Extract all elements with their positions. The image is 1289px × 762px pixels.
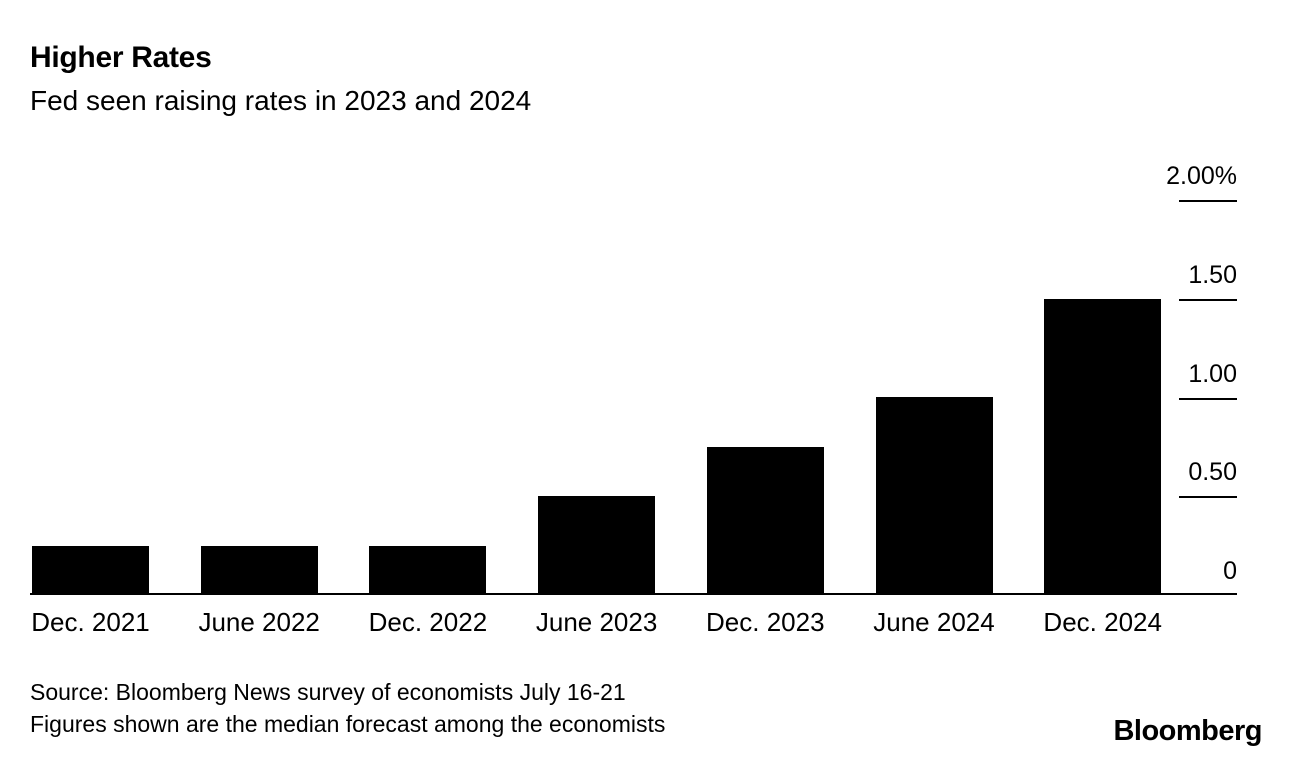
y-axis-tick-1-00 [1179,398,1237,400]
y-axis-label-2-00: 2.00% [1166,162,1237,190]
bar-dec-2021 [32,546,149,595]
y-axis-label-1-00: 1.00 [1188,360,1237,388]
bar-dec-2022 [369,546,487,595]
bloomberg-logo: Bloomberg [1113,715,1262,747]
chart-title: Higher Rates [30,41,212,74]
footnote-line: Figures shown are the median forecast am… [30,711,666,737]
y-axis-label-0: 0 [1223,557,1237,585]
bar-june-2024 [875,397,993,595]
y-axis-tick-0-50 [1179,496,1237,498]
y-axis-tick-2-00 [1179,200,1237,202]
x-axis-label-dec-2024: Dec. 2024 [1043,607,1162,637]
y-axis-label-0-50: 0.50 [1188,458,1237,486]
x-axis-label-june-2022: June 2022 [198,607,320,637]
x-axis-label-dec-2022: Dec. 2022 [368,607,488,637]
bar-dec-2024 [1044,299,1162,595]
x-axis-label-june-2023: June 2023 [535,607,658,637]
source-note: Source: Bloomberg News survey of economi… [30,676,665,740]
x-axis-label-dec-2023: Dec. 2023 [706,607,825,637]
x-axis-label-june-2024: June 2024 [873,607,995,637]
y-axis-tick-1-50 [1179,299,1237,301]
bar-june-2023 [538,496,656,595]
x-axis-label-dec-2021: Dec. 2021 [31,607,150,637]
bar-dec-2023 [706,447,824,595]
y-axis-label-1-50: 1.50 [1188,261,1237,289]
source-line: Source: Bloomberg News survey of economi… [30,679,626,705]
bar-june-2022 [200,546,318,595]
chart-subtitle: Fed seen raising rates in 2023 and 2024 [30,85,532,116]
